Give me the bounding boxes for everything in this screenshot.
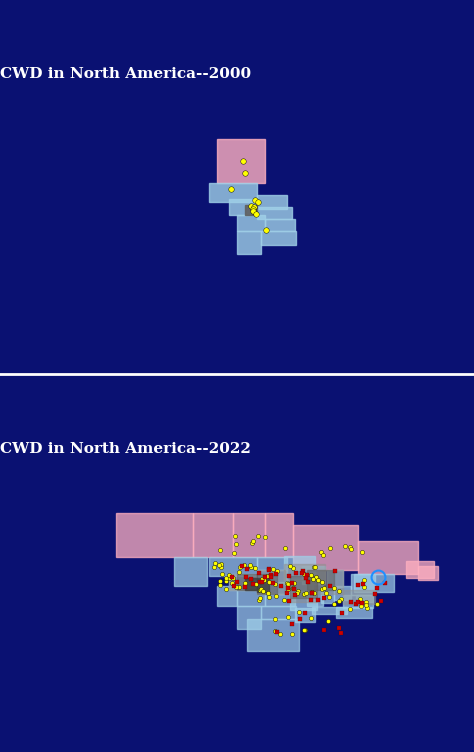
Polygon shape	[229, 574, 257, 590]
Polygon shape	[257, 570, 285, 593]
Polygon shape	[257, 578, 269, 592]
Polygon shape	[193, 514, 233, 557]
Polygon shape	[237, 215, 265, 231]
Polygon shape	[293, 526, 357, 569]
Polygon shape	[284, 556, 315, 580]
Polygon shape	[237, 574, 257, 590]
Polygon shape	[261, 231, 295, 245]
Polygon shape	[261, 605, 295, 620]
Polygon shape	[174, 557, 207, 586]
Polygon shape	[287, 580, 313, 592]
Polygon shape	[321, 587, 334, 602]
Polygon shape	[290, 580, 317, 602]
Polygon shape	[209, 557, 257, 576]
Polygon shape	[328, 569, 344, 587]
Polygon shape	[245, 578, 257, 590]
Polygon shape	[229, 199, 257, 215]
Polygon shape	[355, 574, 394, 592]
Polygon shape	[257, 207, 292, 219]
Polygon shape	[343, 595, 373, 608]
Polygon shape	[237, 231, 261, 254]
Polygon shape	[209, 183, 257, 202]
Polygon shape	[265, 219, 295, 231]
Polygon shape	[233, 514, 265, 557]
Polygon shape	[237, 590, 265, 605]
Polygon shape	[351, 574, 375, 595]
Polygon shape	[257, 557, 287, 570]
Polygon shape	[307, 569, 334, 590]
Polygon shape	[307, 584, 323, 605]
Polygon shape	[290, 591, 317, 610]
Polygon shape	[257, 570, 287, 584]
Polygon shape	[336, 608, 372, 618]
Text: CWD in North America--2022: CWD in North America--2022	[0, 442, 251, 456]
Polygon shape	[334, 586, 351, 600]
Polygon shape	[237, 605, 261, 629]
Polygon shape	[307, 569, 344, 593]
Polygon shape	[343, 590, 375, 604]
Polygon shape	[229, 574, 257, 590]
Polygon shape	[284, 563, 326, 580]
Polygon shape	[357, 541, 418, 574]
Polygon shape	[257, 196, 287, 209]
Polygon shape	[257, 574, 277, 593]
Polygon shape	[356, 595, 374, 602]
Polygon shape	[265, 514, 293, 557]
Text: CWD in North America--2000: CWD in North America--2000	[0, 68, 251, 81]
Polygon shape	[265, 593, 295, 605]
Polygon shape	[245, 205, 257, 215]
Polygon shape	[217, 139, 265, 183]
Polygon shape	[217, 586, 237, 605]
Polygon shape	[257, 581, 292, 593]
Polygon shape	[406, 562, 434, 578]
Polygon shape	[117, 514, 193, 557]
Polygon shape	[418, 566, 438, 580]
Polygon shape	[302, 566, 326, 584]
Polygon shape	[295, 608, 315, 622]
Polygon shape	[246, 620, 299, 650]
Polygon shape	[312, 607, 347, 614]
Polygon shape	[290, 575, 317, 598]
